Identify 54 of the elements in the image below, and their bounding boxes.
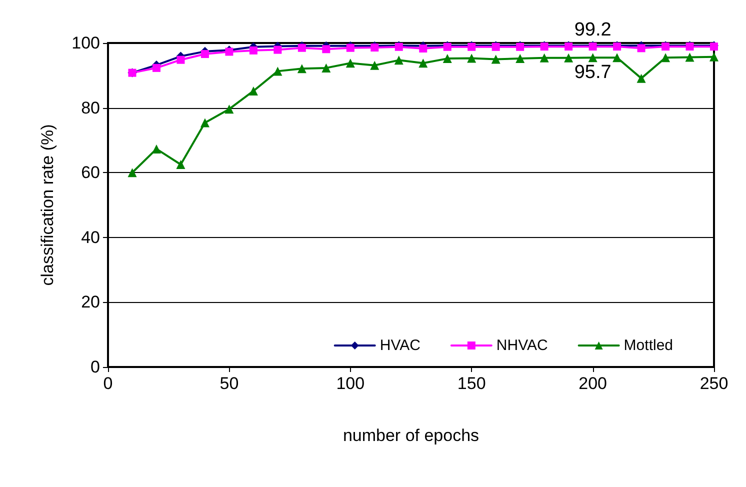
point (200, 118, 210, 128)
x-tick-label: 150 (457, 374, 486, 393)
x-axis-title: number of epochs (342, 426, 480, 445)
x-tick-label: 0 (103, 374, 113, 393)
point (394, 56, 404, 65)
point (200, 50, 209, 58)
point (224, 104, 234, 114)
point (249, 46, 258, 54)
point (370, 44, 379, 52)
point (540, 53, 549, 62)
x-tick-label: 100 (336, 374, 365, 393)
point (176, 56, 185, 64)
point (442, 54, 452, 64)
y-axis-title: classification rate (%) (38, 124, 57, 286)
point (176, 160, 186, 169)
point (152, 64, 160, 72)
point (273, 66, 282, 76)
point (370, 60, 380, 70)
x-tick-label: 250 (700, 374, 728, 393)
point (710, 52, 718, 62)
point (297, 64, 306, 74)
point (322, 63, 331, 72)
point (636, 74, 646, 83)
point (346, 44, 354, 52)
point (612, 53, 622, 62)
y-tick-label: 20 (81, 292, 100, 312)
y-tick-label: 40 (81, 228, 100, 247)
point (298, 44, 306, 52)
x-tick-label: 50 (220, 374, 239, 393)
point (685, 52, 694, 62)
point (661, 53, 670, 62)
y-tick-label: 100 (72, 34, 100, 52)
point (418, 58, 428, 68)
point (491, 54, 500, 64)
y-tick-label: 0 (90, 358, 100, 376)
point (467, 54, 476, 63)
legend-label: Mottled (624, 337, 674, 354)
point (248, 86, 258, 96)
annotation: 95.7 (574, 62, 612, 83)
point (516, 54, 525, 64)
legend-label: NHVAC (496, 337, 548, 354)
point (564, 53, 574, 62)
point (637, 44, 646, 52)
annotation: 99.2 (574, 20, 612, 41)
point (128, 168, 137, 178)
x-tick-label: 200 (578, 374, 607, 393)
point (419, 44, 428, 53)
y-tick-label: 60 (81, 163, 100, 182)
point (274, 46, 282, 54)
point (588, 53, 598, 62)
point (346, 58, 355, 68)
point (322, 45, 330, 54)
y-tick-label: 80 (81, 98, 100, 118)
legend-label: HVAC (380, 337, 421, 354)
